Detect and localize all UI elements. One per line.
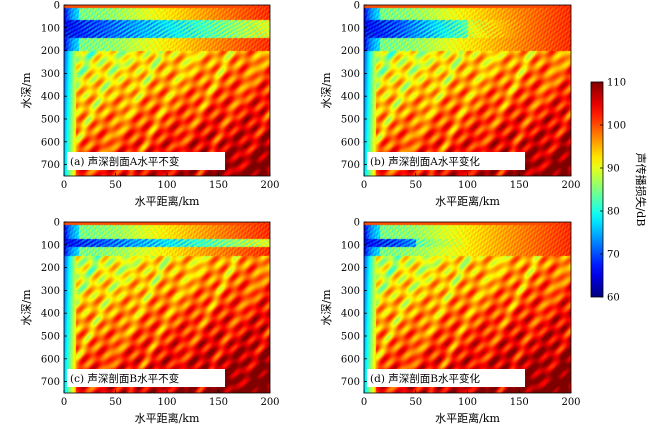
y-tick-label: 100 [341,240,360,251]
x-axis-title: 水平距离/km [435,194,500,208]
colorbar-tick-label: 80 [607,207,620,218]
heatmap-b [364,5,571,176]
y-tick-label: 600 [41,354,60,365]
y-tick-label: 300 [341,286,360,297]
colorbar-tick-label: 100 [607,121,626,132]
x-tick-label: 150 [510,397,529,408]
y-tick-label: 0 [354,1,360,12]
x-tick-label: 0 [61,180,67,191]
y-tick-label: 500 [341,115,360,126]
y-tick-label: 300 [41,69,60,80]
x-tick-label: 50 [409,180,422,191]
y-tick-label: 500 [341,332,360,343]
y-tick-label: 200 [341,263,360,274]
x-tick-label: 0 [361,180,367,191]
x-tick-label: 100 [458,180,477,191]
colorbar-tick-label: 60 [607,293,620,304]
panel-label: (b) 声深剖面A水平变化 [370,155,480,168]
panel-b: 0 50 100 150 200 0 100 200 300 400 500 600 700 水平距离/k… [320,1,581,209]
y-tick-label: 400 [341,92,360,103]
y-axis-title: 水深/m [320,72,333,109]
y-tick-label: 500 [41,115,60,126]
x-tick-label: 100 [157,397,176,408]
y-tick-label: 600 [341,137,360,148]
panel-label: (a) 声深剖面A水平不变 [70,155,180,168]
x-tick-label: 100 [157,180,176,191]
panel-a: 0 50 100 150 200 0 100 200 300 400 500 600 700 水平距离/k… [20,1,280,209]
y-tick-label: 200 [41,46,60,57]
colorbar: 60 70 80 90 100 110 声传播损失/dB [590,78,648,304]
x-tick-label: 100 [458,397,477,408]
y-tick-label: 600 [341,354,360,365]
x-tick-label: 50 [409,397,422,408]
y-tick-label: 400 [41,309,60,320]
y-tick-label: 0 [54,1,60,12]
panel-label: (c) 声深剖面B水平不变 [70,372,180,385]
y-tick-label: 400 [41,92,60,103]
y-axis-title: 水深/m [320,289,333,326]
heatmap-c [64,222,270,393]
y-tick-label: 200 [41,263,60,274]
x-tick-label: 0 [61,397,67,408]
y-axis-title: 水深/m [20,289,33,326]
y-tick-label: 400 [341,309,360,320]
x-tick-label: 150 [209,180,228,191]
y-tick-label: 700 [41,160,60,171]
y-axis-title: 水深/m [20,72,33,109]
y-tick-label: 700 [41,377,60,388]
panel-label-box [67,152,225,170]
panel-c: 0 50 100 150 200 0 100 200 300 400 500 600 700 水平距离/k… [20,218,280,426]
y-tick-label: 200 [341,46,360,57]
x-tick-label: 150 [510,180,529,191]
y-tick-label: 700 [341,377,360,388]
x-axis-title: 水平距离/km [135,411,200,425]
x-tick-label: 150 [209,397,228,408]
panel-label-box [367,369,525,387]
x-tick-label: 50 [109,180,122,191]
x-tick-label: 0 [361,397,367,408]
panel-label-box [67,369,225,387]
x-tick-label: 200 [260,397,279,408]
y-tick-label: 300 [41,286,60,297]
colorbar-title: 声传播损失/dB [634,153,648,227]
y-tick-label: 100 [41,23,60,34]
panel-d: 0 50 100 150 200 0 100 200 300 400 500 600 700 水平距离/k… [320,218,581,426]
y-tick-label: 100 [341,23,360,34]
panel-label: (d) 声深剖面B水平变化 [370,372,480,385]
heatmap-d [364,222,571,393]
colorbar-tick-label: 90 [607,164,620,175]
y-tick-label: 500 [41,332,60,343]
y-tick-label: 300 [341,69,360,80]
colorbar-tick-label: 110 [607,78,626,89]
panel-label-box [367,152,525,170]
x-axis-title: 水平距离/km [435,411,500,425]
colorbar-gradient [590,81,604,298]
y-tick-label: 600 [41,137,60,148]
x-tick-label: 50 [109,397,122,408]
x-tick-label: 200 [561,397,580,408]
x-tick-label: 200 [260,180,279,191]
y-tick-label: 0 [354,218,360,229]
y-tick-label: 100 [41,240,60,251]
y-tick-label: 700 [341,160,360,171]
y-tick-label: 0 [54,218,60,229]
x-axis-title: 水平距离/km [135,194,200,208]
x-tick-label: 200 [561,180,580,191]
heatmap-a [64,5,270,176]
colorbar-tick-label: 70 [607,250,620,261]
